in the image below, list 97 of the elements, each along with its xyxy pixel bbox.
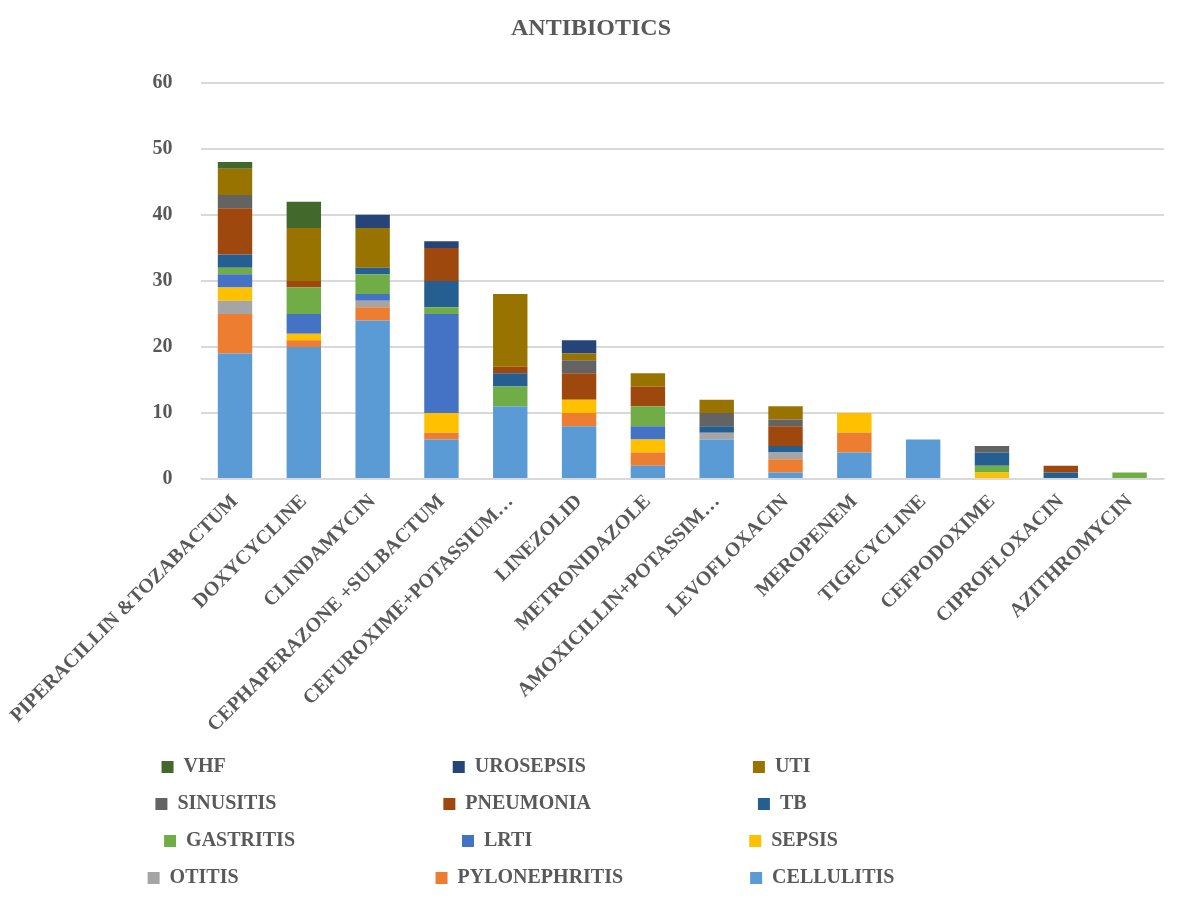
bar: [424, 307, 459, 314]
legend-label: UTI: [774, 754, 1021, 777]
legend-label: TB: [779, 791, 1027, 814]
bar: [493, 386, 528, 407]
legend-label: SINUSITIS: [177, 791, 427, 814]
bar: [217, 267, 253, 275]
bar: [630, 465, 666, 478]
legend-label: PNEUMONIA: [465, 791, 741, 814]
bar: [699, 399, 734, 413]
bar: [699, 426, 734, 433]
y-tick-label: 10: [152, 400, 173, 423]
bar: [217, 353, 253, 478]
bar: [630, 452, 666, 466]
chart-title: ANTIBIOTICS: [510, 13, 672, 40]
y-tick-label: 50: [152, 136, 173, 159]
legend-label: UROSEPSIS: [474, 754, 736, 777]
bar: [1043, 472, 1078, 478]
bar: [974, 472, 1010, 478]
y-tick-label: 40: [152, 202, 173, 225]
bar: [424, 439, 459, 478]
bar: [286, 287, 322, 314]
bar: [561, 340, 597, 354]
bar: [493, 366, 528, 374]
legend-label: LRTI: [484, 828, 733, 851]
legend-label: PYLONEPHRITIS: [457, 865, 734, 888]
bar: [424, 247, 459, 281]
bar: [493, 294, 528, 367]
bar: [355, 274, 390, 295]
bar: [561, 373, 597, 400]
bar: [561, 353, 597, 361]
bar: [974, 445, 1010, 453]
bar: [424, 280, 459, 308]
bar: [355, 320, 390, 478]
bar: [768, 459, 803, 473]
bar: [286, 280, 322, 288]
legend-label: OTITIS: [169, 865, 419, 888]
bar: [217, 208, 253, 255]
bar: [630, 373, 666, 387]
bar: [699, 439, 734, 478]
legend-label: CELLULITIS: [772, 865, 1035, 888]
y-tick-label: 0: [162, 466, 173, 489]
bar: [1112, 472, 1147, 478]
bar: [768, 419, 803, 427]
bar: [974, 465, 1010, 473]
bar: [768, 445, 803, 453]
bar: [217, 168, 253, 196]
bar: [974, 452, 1010, 466]
bar: [424, 412, 459, 433]
bar: [493, 406, 528, 478]
bar: [286, 201, 322, 229]
bar: [768, 406, 803, 420]
y-tick-label: 20: [152, 334, 173, 357]
bar: [699, 412, 734, 427]
bar: [355, 267, 390, 275]
y-tick-label: 60: [152, 69, 173, 92]
bar: [286, 333, 322, 341]
bar: [561, 426, 597, 478]
legend-label: GASTRITIS: [186, 828, 446, 851]
bar: [630, 426, 666, 440]
bar: [699, 432, 734, 440]
bar: [561, 399, 597, 413]
bar: [286, 340, 322, 347]
bar: [561, 360, 597, 374]
bar: [355, 300, 390, 308]
bar: [217, 254, 253, 268]
bar: [355, 214, 390, 229]
bar: [768, 426, 803, 446]
bar: [837, 412, 872, 433]
y-tick-label: 30: [152, 268, 173, 291]
bar: [1043, 465, 1078, 473]
bar: [837, 452, 872, 478]
bar: [837, 432, 872, 453]
bar: [630, 406, 666, 427]
bar: [630, 386, 666, 407]
bar: [493, 373, 528, 387]
bar: [424, 432, 459, 440]
bar: [905, 439, 941, 478]
bar: [217, 274, 253, 288]
bar: [217, 313, 253, 354]
bar: [217, 162, 253, 169]
bar: [768, 452, 803, 460]
bar: [286, 228, 322, 281]
bar: [286, 313, 322, 334]
legend-label: SEPSIS: [771, 828, 1018, 851]
bar: [561, 412, 597, 427]
bar: [355, 228, 390, 268]
legend-label: VHF: [183, 754, 436, 777]
bar: [630, 439, 666, 453]
bar: [217, 195, 253, 209]
bar: [286, 346, 322, 478]
bar: [217, 287, 253, 301]
bar: [424, 313, 459, 413]
bar: [355, 307, 390, 321]
bar: [217, 300, 253, 314]
bar: [424, 241, 459, 248]
bar: [768, 472, 803, 478]
bar: [355, 294, 390, 301]
